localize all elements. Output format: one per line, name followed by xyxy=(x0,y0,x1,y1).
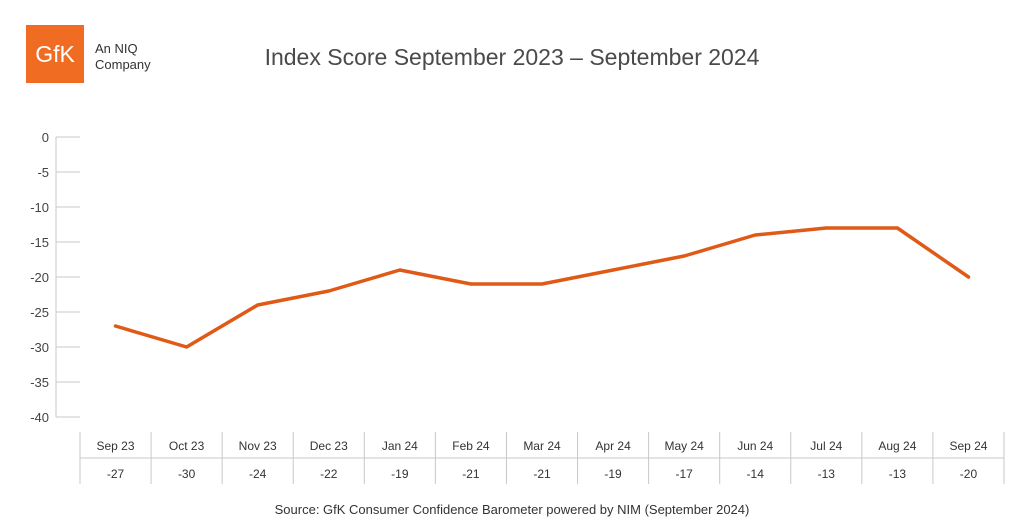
x-category-label: Sep 24 xyxy=(949,439,987,453)
data-point xyxy=(256,303,260,307)
data-value-label: -21 xyxy=(533,467,551,481)
data-value-label: -27 xyxy=(107,467,125,481)
data-value-label: -14 xyxy=(747,467,765,481)
x-category-label: Jun 24 xyxy=(737,439,773,453)
y-tick-label: -5 xyxy=(37,165,49,180)
data-value-label: -21 xyxy=(462,467,480,481)
gfk-logo: GfK xyxy=(26,25,84,83)
x-category-label: Jan 24 xyxy=(382,439,418,453)
y-axis: 0 -5 -10 -15 -20 -25 -30 -35 -40 xyxy=(30,130,80,425)
data-value-label: -30 xyxy=(178,467,196,481)
x-category-label: Sep 23 xyxy=(97,439,135,453)
series-line-group xyxy=(113,226,971,349)
data-point xyxy=(966,275,971,279)
data-point xyxy=(327,289,331,293)
data-point xyxy=(185,345,189,349)
y-tick-label: -20 xyxy=(30,270,49,285)
data-value-label: -19 xyxy=(391,467,409,481)
data-value-label: -13 xyxy=(889,467,907,481)
data-value-label: -17 xyxy=(675,467,693,481)
y-tick-label: -10 xyxy=(30,200,49,215)
data-point xyxy=(682,254,686,258)
data-point xyxy=(611,268,615,272)
source-text: Source: GfK Consumer Confidence Baromete… xyxy=(274,502,750,517)
data-value-label: -22 xyxy=(320,467,338,481)
x-category-label: Apr 24 xyxy=(595,439,631,453)
gfk-logo-text: GfK xyxy=(35,40,75,67)
data-point xyxy=(824,226,828,230)
data-point xyxy=(398,268,402,272)
y-tick-label: -15 xyxy=(30,235,49,250)
y-tick-label: -40 xyxy=(30,410,49,425)
data-point xyxy=(113,324,118,328)
data-value-label: -13 xyxy=(818,467,836,481)
x-category-label: Nov 23 xyxy=(239,439,277,453)
data-value-label: -20 xyxy=(960,467,978,481)
x-category-label: Mar 24 xyxy=(523,439,561,453)
x-category-label: Oct 23 xyxy=(169,439,205,453)
y-tick-label: -30 xyxy=(30,340,49,355)
y-tick-label: -35 xyxy=(30,375,49,390)
data-point xyxy=(895,226,899,230)
data-value-label: -19 xyxy=(604,467,622,481)
x-category-label: Feb 24 xyxy=(452,439,490,453)
x-category-label: Jul 24 xyxy=(810,439,842,453)
data-point xyxy=(753,233,757,237)
series-line xyxy=(113,226,971,349)
data-table: Sep 23 -27 Oct 23 -30 Nov 23 -24 Dec 23 -22 Jan … xyxy=(79,432,1005,484)
data-value-label: -24 xyxy=(249,467,267,481)
x-category-label: Dec 23 xyxy=(310,439,348,453)
y-tick-label: -25 xyxy=(30,305,49,320)
logo-tagline-line1: An NIQ xyxy=(95,41,138,56)
logo-tagline-line2: Company xyxy=(95,57,151,72)
data-point xyxy=(540,282,544,286)
chart-title-text: Index Score September 2023 – September 2… xyxy=(264,44,760,70)
source-note: Source: GfK Consumer Confidence Baromete… xyxy=(0,502,1024,517)
x-category-label: May 24 xyxy=(664,439,704,453)
x-category-label: Aug 24 xyxy=(878,439,916,453)
y-tick-label: 0 xyxy=(42,130,49,145)
logo-tagline: An NIQ Company xyxy=(95,41,151,73)
chart-title: Index Score September 2023 – September 2… xyxy=(0,44,1024,71)
data-point xyxy=(469,282,473,286)
